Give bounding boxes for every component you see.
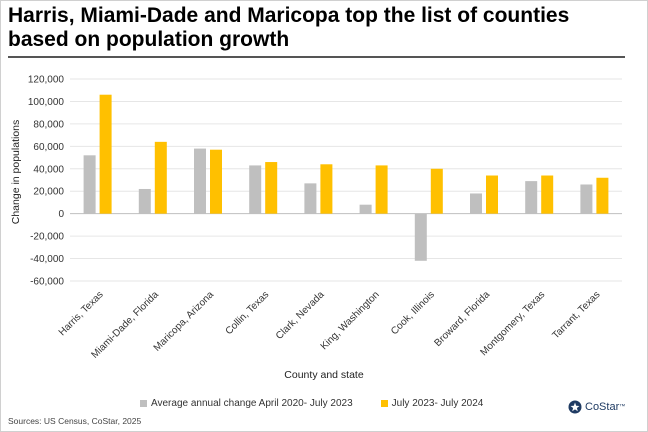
y-tick-label: 40,000 bbox=[33, 164, 64, 175]
y-tick-label: -40,000 bbox=[30, 254, 64, 265]
logo-text: CoStar bbox=[585, 401, 620, 413]
x-tick-label: Collin, Texas bbox=[224, 289, 272, 337]
bar-2023-2024-change bbox=[541, 175, 554, 214]
bar-avg-annual-change bbox=[194, 148, 206, 214]
bar-2023-2024-change bbox=[320, 164, 333, 214]
costar-star-icon bbox=[568, 400, 582, 414]
bar-avg-annual-change bbox=[525, 181, 538, 214]
chart-title: Harris, Miami-Dade and Maricopa top the … bbox=[8, 4, 570, 51]
bar-avg-annual-change bbox=[580, 184, 593, 214]
bar-2023-2024-change bbox=[486, 175, 498, 214]
y-axis-ticks: -60,000 -40,000 -20,000 0 20,000 40,000 60,000… bbox=[28, 75, 65, 288]
bar-avg-annual-change bbox=[304, 183, 317, 214]
y-tick-label: 120,000 bbox=[28, 75, 65, 86]
bar-2023-2024-change bbox=[430, 168, 443, 214]
x-axis-label: County and state bbox=[284, 369, 364, 381]
legend-item-series-1: Average annual change April 2020- July 2… bbox=[140, 398, 353, 409]
y-axis-label: Change in populations bbox=[10, 120, 22, 225]
y-tick-label: 80,000 bbox=[33, 119, 64, 130]
logo-trademark: ™ bbox=[619, 404, 626, 410]
bar-2023-2024-change bbox=[596, 177, 609, 214]
y-tick-label: 100,000 bbox=[28, 97, 65, 108]
legend-item-series-2: July 2023- July 2024 bbox=[380, 398, 484, 409]
legend-swatch-gold bbox=[380, 400, 388, 407]
bar-2023-2024-change bbox=[265, 162, 278, 214]
y-tick-label: 20,000 bbox=[33, 187, 64, 198]
bar-avg-annual-change bbox=[359, 204, 372, 214]
bar-2023-2024-change bbox=[375, 165, 388, 214]
y-tick-label: 60,000 bbox=[33, 142, 64, 153]
x-tick-label: Broward, Florida bbox=[432, 289, 492, 349]
costar-logo: CoStar ™ bbox=[568, 400, 625, 414]
y-tick-label: -60,000 bbox=[30, 277, 64, 288]
bars bbox=[83, 94, 609, 261]
gridlines bbox=[70, 78, 622, 282]
bar-avg-annual-change bbox=[83, 155, 96, 214]
y-tick-label: -20,000 bbox=[30, 232, 64, 243]
bar-avg-annual-change bbox=[138, 188, 151, 214]
legend-label: July 2023- July 2024 bbox=[391, 398, 484, 409]
bar-2023-2024-change bbox=[154, 141, 167, 214]
x-tick-label: King, Washington bbox=[319, 289, 382, 352]
bar-avg-annual-change bbox=[249, 165, 262, 214]
bar-avg-annual-change bbox=[414, 213, 427, 261]
legend-swatch-gray bbox=[140, 400, 147, 407]
title-divider bbox=[8, 56, 625, 58]
legend-label: Average annual change April 2020- July 2… bbox=[151, 398, 353, 409]
source-note: Sources: US Census, CoStar, 2025 bbox=[8, 416, 142, 426]
legend: Average annual change April 2020- July 2… bbox=[140, 398, 511, 409]
x-tick-label: Maricopa, Arizona bbox=[152, 289, 217, 354]
x-tick-label: Clark, Nevada bbox=[274, 289, 327, 342]
bar-2023-2024-change bbox=[99, 94, 112, 214]
x-tick-label: Harris, Texas bbox=[57, 289, 106, 338]
x-tick-label: Cook, Illinois bbox=[389, 289, 437, 337]
bar-avg-annual-change bbox=[470, 193, 482, 214]
y-tick-label: 0 bbox=[58, 209, 64, 220]
bar-2023-2024-change bbox=[210, 149, 222, 214]
x-tick-label: Tarrant, Texas bbox=[550, 289, 602, 341]
